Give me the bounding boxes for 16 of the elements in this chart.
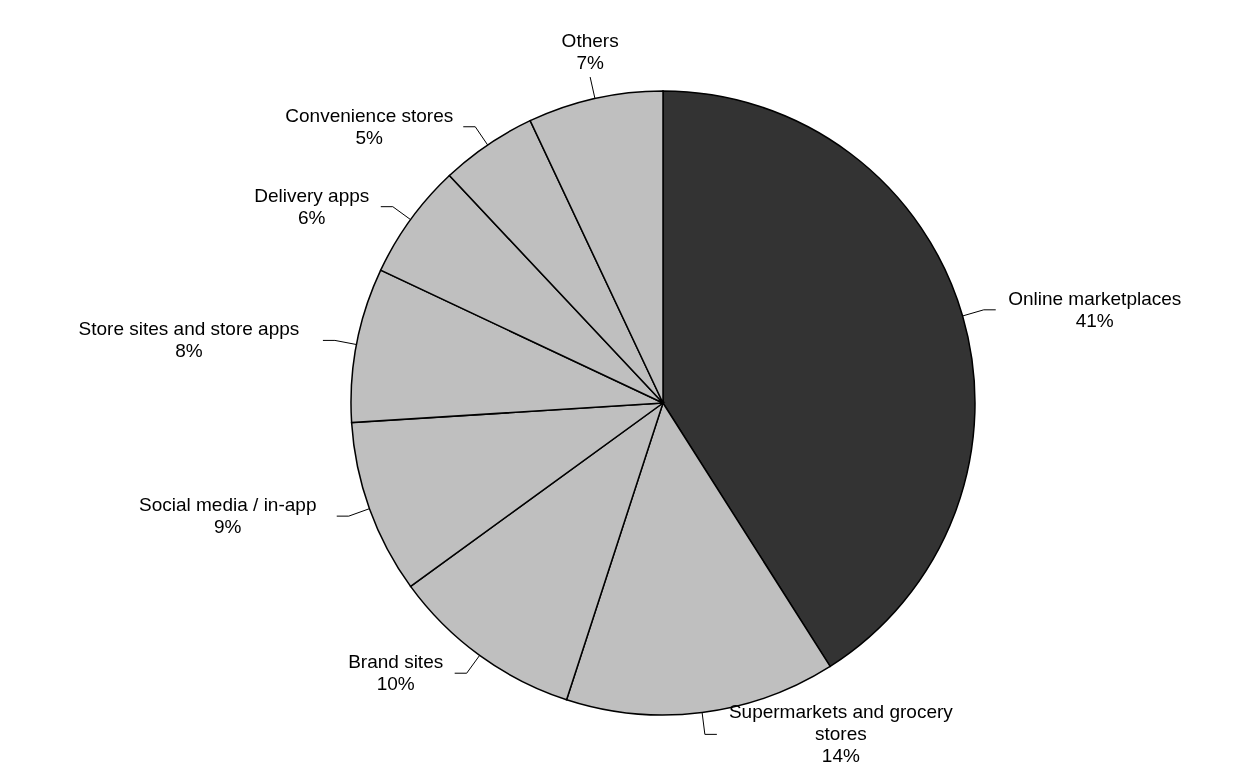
slice-label: Convenience stores — [285, 104, 454, 126]
slice-label: Supermarkets and grocery stores — [728, 701, 954, 745]
data-label: 6% — [298, 206, 326, 228]
data-label: 5% — [355, 126, 384, 148]
slice-label: Social media / in-app — [139, 494, 317, 516]
data-label: 9% — [214, 516, 242, 538]
slice-label: Store sites and store apps — [78, 318, 300, 340]
data-label: 7% — [576, 52, 604, 74]
slice-label: Others — [561, 30, 619, 52]
data-label: 10% — [376, 673, 415, 695]
slice-label: Brand sites — [348, 651, 444, 673]
data-label: 14% — [821, 745, 860, 767]
slice-label: Online marketplaces — [1008, 287, 1182, 309]
data-label: 8% — [175, 340, 203, 362]
slice-label: Delivery apps — [254, 184, 370, 206]
data-label: 41% — [1075, 309, 1114, 331]
